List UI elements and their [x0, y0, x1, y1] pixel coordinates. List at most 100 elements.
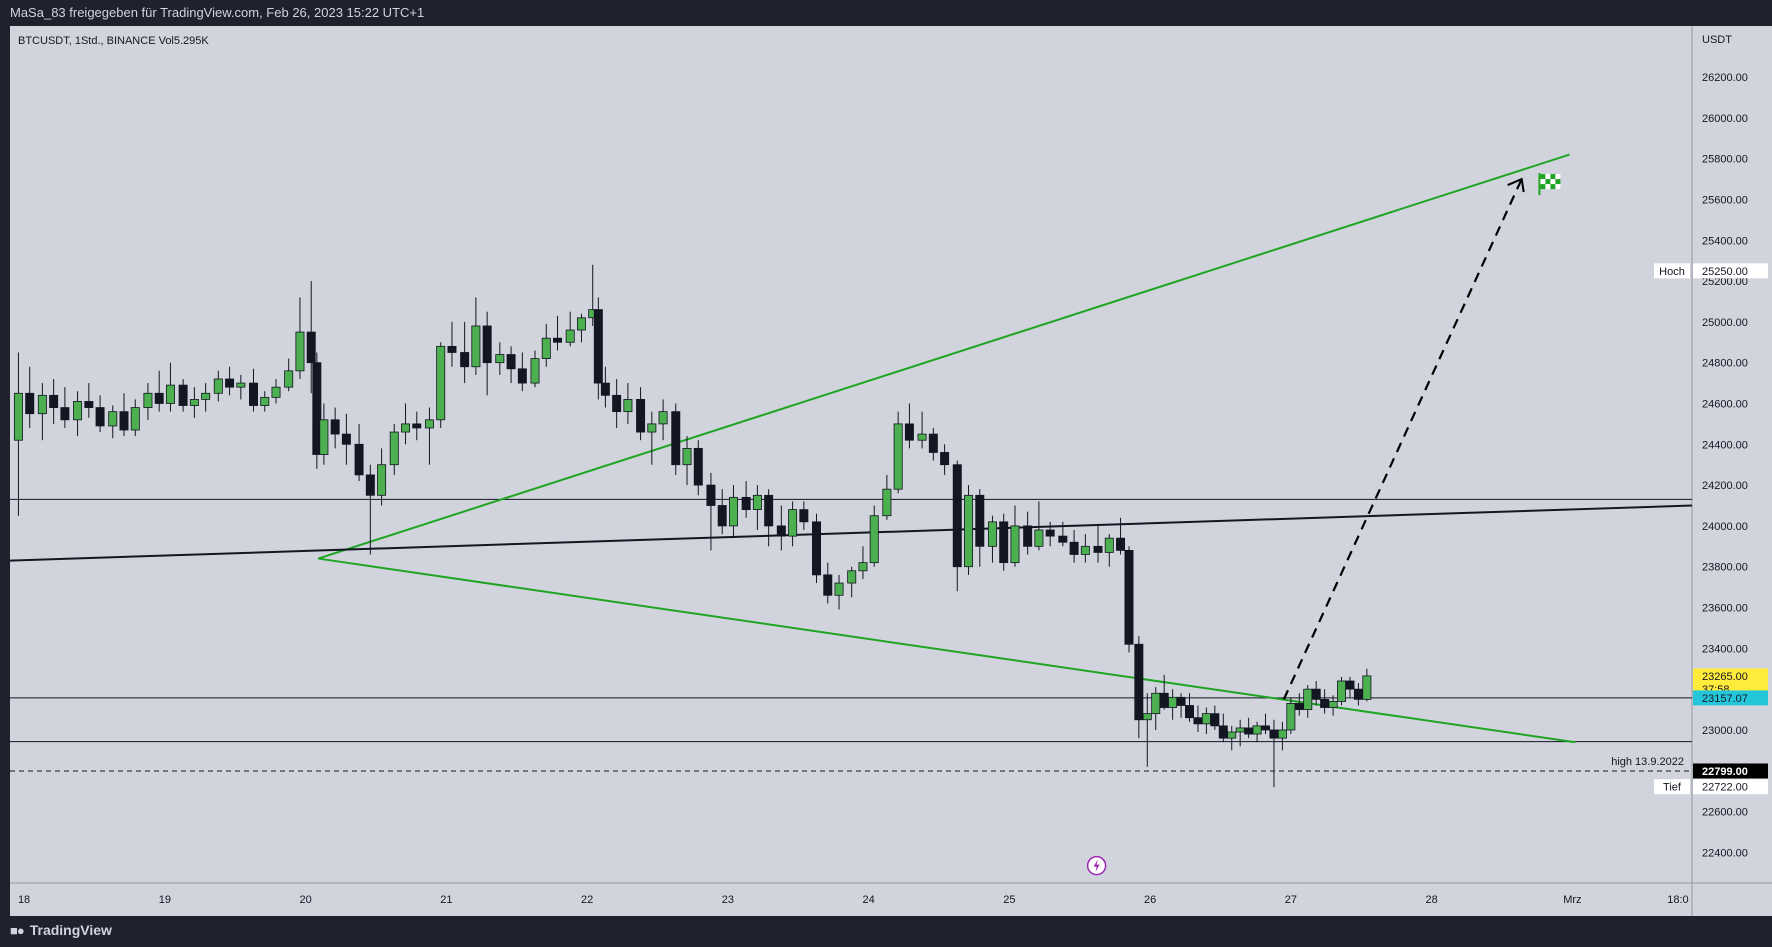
green-trend-line[interactable] — [318, 557, 1576, 744]
candle-up[interactable] — [834, 582, 844, 596]
candle-up[interactable] — [319, 419, 329, 455]
candle-down[interactable] — [764, 494, 774, 527]
candle-up[interactable] — [1328, 700, 1338, 708]
candle-down[interactable] — [1311, 688, 1321, 700]
candle-up[interactable] — [1277, 729, 1287, 739]
candle-down[interactable] — [1244, 727, 1254, 735]
candle-down[interactable] — [975, 494, 985, 547]
candle-up[interactable] — [1142, 713, 1152, 721]
candle-down[interactable] — [952, 464, 962, 568]
candle-up[interactable] — [682, 447, 692, 466]
price-tag-white[interactable] — [1693, 263, 1768, 279]
plot-area[interactable] — [10, 26, 1692, 883]
candle-up[interactable] — [130, 407, 140, 431]
candle-down[interactable] — [1218, 725, 1228, 739]
candle-down[interactable] — [1093, 545, 1103, 553]
candle-down[interactable] — [119, 411, 129, 431]
candle-down[interactable] — [178, 384, 188, 406]
candle-up[interactable] — [623, 399, 633, 413]
price-tag-cyan[interactable] — [1693, 690, 1768, 706]
candle-down[interactable] — [1345, 680, 1355, 690]
candle-down[interactable] — [306, 331, 316, 364]
candle-down[interactable] — [60, 407, 70, 421]
candle-up[interactable] — [893, 423, 903, 490]
candle-up[interactable] — [788, 509, 798, 537]
candle-up[interactable] — [1168, 696, 1178, 708]
candle-down[interactable] — [671, 411, 681, 466]
candle-down[interactable] — [706, 484, 716, 506]
candle-up[interactable] — [1201, 713, 1211, 725]
candle-up[interactable] — [284, 370, 294, 388]
candle-down[interactable] — [1320, 698, 1330, 708]
candle-down[interactable] — [999, 521, 1009, 564]
candle-up[interactable] — [869, 515, 879, 564]
candle-down[interactable] — [460, 352, 470, 368]
candle-up[interactable] — [436, 345, 446, 421]
candle-up[interactable] — [917, 433, 927, 441]
candle-down[interactable] — [1124, 550, 1134, 645]
candle-down[interactable] — [776, 525, 786, 537]
candle-up[interactable] — [987, 521, 997, 547]
candle-up[interactable] — [495, 354, 505, 364]
candle-up[interactable] — [377, 464, 387, 496]
price-tag-white[interactable] — [1693, 779, 1768, 795]
candle-down[interactable] — [823, 574, 833, 596]
candle-down[interactable] — [812, 521, 822, 576]
candle-up[interactable] — [964, 494, 974, 568]
candle-up[interactable] — [882, 488, 892, 517]
candle-up[interactable] — [189, 399, 199, 406]
candle-up[interactable] — [565, 329, 575, 343]
candle-down[interactable] — [154, 392, 164, 404]
candle-down[interactable] — [312, 362, 322, 455]
candle-down[interactable] — [1069, 541, 1079, 555]
candle-up[interactable] — [728, 496, 738, 527]
candle-up[interactable] — [858, 562, 868, 572]
candle-down[interactable] — [506, 354, 516, 370]
candle-down[interactable] — [225, 378, 235, 388]
price-chart[interactable]: BTCUSDT, 1Std., BINANCE Vol5.295K USDT262… — [0, 26, 1772, 916]
candle-up[interactable] — [1337, 680, 1347, 702]
candle-up[interactable] — [295, 331, 305, 372]
candle-down[interactable] — [1116, 537, 1126, 551]
candle-down[interactable] — [330, 419, 340, 435]
candle-down[interactable] — [593, 309, 603, 384]
candle-up[interactable] — [1034, 529, 1044, 547]
candle-down[interactable] — [341, 433, 351, 445]
candle-down[interactable] — [741, 496, 751, 510]
candle-up[interactable] — [108, 411, 118, 427]
candle-down[interactable] — [1210, 713, 1220, 727]
candle-up[interactable] — [260, 396, 270, 406]
candle-up[interactable] — [165, 384, 175, 404]
candle-up[interactable] — [1362, 675, 1372, 700]
candle-down[interactable] — [1058, 535, 1068, 543]
candle-down[interactable] — [249, 382, 258, 406]
green-trend-line[interactable] — [317, 153, 1570, 560]
candle-down[interactable] — [799, 509, 809, 523]
candle-up[interactable] — [576, 317, 586, 331]
candle-up[interactable] — [401, 423, 411, 433]
candle-up[interactable] — [143, 392, 153, 408]
candle-down[interactable] — [612, 394, 622, 413]
candle-down[interactable] — [1045, 529, 1055, 537]
candle-up[interactable] — [1235, 727, 1245, 733]
candle-down[interactable] — [928, 433, 938, 453]
price-tag-black[interactable] — [1693, 763, 1768, 779]
candle-down[interactable] — [636, 399, 646, 433]
candle-down[interactable] — [1353, 688, 1363, 700]
candle-up[interactable] — [1227, 731, 1237, 739]
candle-up[interactable] — [752, 494, 762, 510]
candle-down[interactable] — [517, 368, 527, 384]
candle-up[interactable] — [13, 392, 23, 441]
candle-down[interactable] — [940, 452, 950, 466]
candle-up[interactable] — [424, 419, 434, 429]
candle-down[interactable] — [412, 423, 422, 429]
candle-up[interactable] — [236, 382, 246, 388]
candle-up[interactable] — [1252, 725, 1262, 735]
candle-down[interactable] — [1159, 692, 1169, 708]
candle-up[interactable] — [1151, 692, 1161, 715]
black-trend-line[interactable] — [9, 504, 1693, 562]
candle-up[interactable] — [1286, 703, 1296, 731]
candle-up[interactable] — [1104, 537, 1114, 553]
candle-down[interactable] — [1023, 525, 1033, 547]
candle-up[interactable] — [73, 401, 83, 421]
